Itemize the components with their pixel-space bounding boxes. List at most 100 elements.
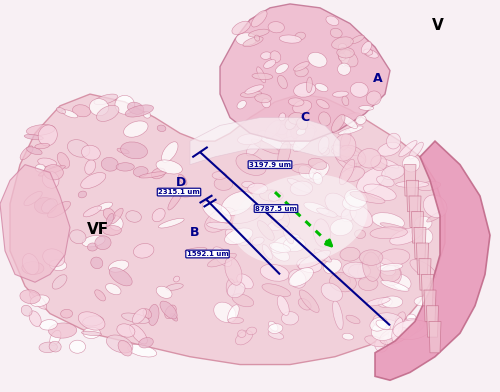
Ellipse shape [306, 77, 312, 93]
Ellipse shape [26, 125, 55, 135]
Ellipse shape [82, 145, 100, 160]
Ellipse shape [232, 174, 368, 265]
Ellipse shape [84, 206, 102, 217]
Ellipse shape [382, 165, 405, 180]
Ellipse shape [283, 226, 294, 244]
Ellipse shape [134, 167, 148, 177]
Ellipse shape [350, 205, 372, 227]
Ellipse shape [162, 142, 178, 162]
Ellipse shape [160, 301, 177, 319]
Ellipse shape [288, 123, 304, 135]
Ellipse shape [338, 53, 346, 61]
Ellipse shape [252, 73, 273, 80]
Ellipse shape [279, 113, 285, 121]
Ellipse shape [318, 136, 329, 153]
Ellipse shape [338, 126, 363, 135]
Ellipse shape [185, 247, 207, 253]
Ellipse shape [236, 154, 266, 176]
Ellipse shape [333, 134, 356, 161]
Text: B: B [190, 225, 200, 239]
Ellipse shape [399, 141, 417, 157]
Ellipse shape [350, 82, 368, 97]
Ellipse shape [208, 253, 236, 267]
Ellipse shape [214, 302, 236, 322]
Ellipse shape [72, 105, 90, 117]
Ellipse shape [258, 131, 288, 150]
Ellipse shape [152, 168, 166, 179]
Ellipse shape [174, 276, 180, 282]
Ellipse shape [110, 208, 123, 224]
Ellipse shape [138, 338, 154, 348]
Ellipse shape [240, 91, 262, 97]
Polygon shape [409, 196, 421, 227]
Ellipse shape [296, 128, 306, 135]
Ellipse shape [262, 245, 272, 260]
Ellipse shape [115, 95, 134, 114]
Ellipse shape [376, 176, 394, 187]
Ellipse shape [106, 335, 133, 353]
Ellipse shape [98, 202, 112, 210]
Ellipse shape [300, 290, 319, 312]
Ellipse shape [125, 105, 154, 117]
Text: 2315.1 um: 2315.1 um [158, 189, 200, 195]
Ellipse shape [139, 172, 166, 178]
Ellipse shape [109, 268, 132, 286]
Ellipse shape [260, 52, 272, 59]
Ellipse shape [331, 113, 361, 133]
Ellipse shape [165, 305, 176, 319]
Ellipse shape [232, 294, 254, 307]
Ellipse shape [294, 83, 316, 97]
Ellipse shape [246, 327, 256, 335]
Ellipse shape [38, 166, 66, 176]
Ellipse shape [38, 158, 56, 167]
Ellipse shape [80, 172, 106, 189]
Ellipse shape [292, 100, 312, 114]
Polygon shape [10, 94, 445, 365]
Ellipse shape [330, 219, 353, 236]
Ellipse shape [52, 275, 67, 289]
Ellipse shape [22, 262, 44, 274]
Ellipse shape [94, 94, 118, 105]
Polygon shape [424, 290, 436, 321]
Ellipse shape [62, 110, 78, 118]
Ellipse shape [148, 304, 159, 325]
Ellipse shape [122, 313, 150, 323]
Ellipse shape [42, 249, 64, 267]
Ellipse shape [102, 225, 122, 235]
Ellipse shape [280, 35, 301, 43]
Ellipse shape [26, 147, 42, 155]
Ellipse shape [248, 183, 268, 194]
Ellipse shape [278, 141, 290, 167]
Ellipse shape [358, 276, 378, 290]
Ellipse shape [342, 333, 353, 340]
Ellipse shape [370, 317, 388, 331]
Ellipse shape [326, 16, 339, 25]
Ellipse shape [316, 100, 329, 109]
Ellipse shape [202, 201, 231, 223]
Text: V: V [432, 18, 444, 33]
Ellipse shape [342, 96, 349, 106]
Ellipse shape [30, 295, 50, 307]
Ellipse shape [392, 318, 403, 342]
Ellipse shape [124, 121, 148, 137]
Ellipse shape [409, 142, 424, 159]
Ellipse shape [410, 260, 436, 278]
Ellipse shape [109, 216, 123, 230]
Ellipse shape [338, 49, 358, 67]
Ellipse shape [268, 191, 281, 201]
Ellipse shape [372, 319, 399, 341]
Ellipse shape [360, 250, 383, 265]
Ellipse shape [373, 313, 403, 330]
Ellipse shape [348, 264, 370, 278]
Ellipse shape [332, 146, 350, 155]
Ellipse shape [277, 296, 289, 316]
Ellipse shape [332, 91, 348, 97]
Ellipse shape [29, 311, 41, 327]
Ellipse shape [315, 83, 328, 92]
Ellipse shape [309, 162, 329, 180]
Ellipse shape [344, 189, 367, 207]
Ellipse shape [293, 124, 308, 149]
Ellipse shape [210, 215, 224, 226]
Ellipse shape [375, 338, 388, 352]
Ellipse shape [36, 164, 45, 172]
